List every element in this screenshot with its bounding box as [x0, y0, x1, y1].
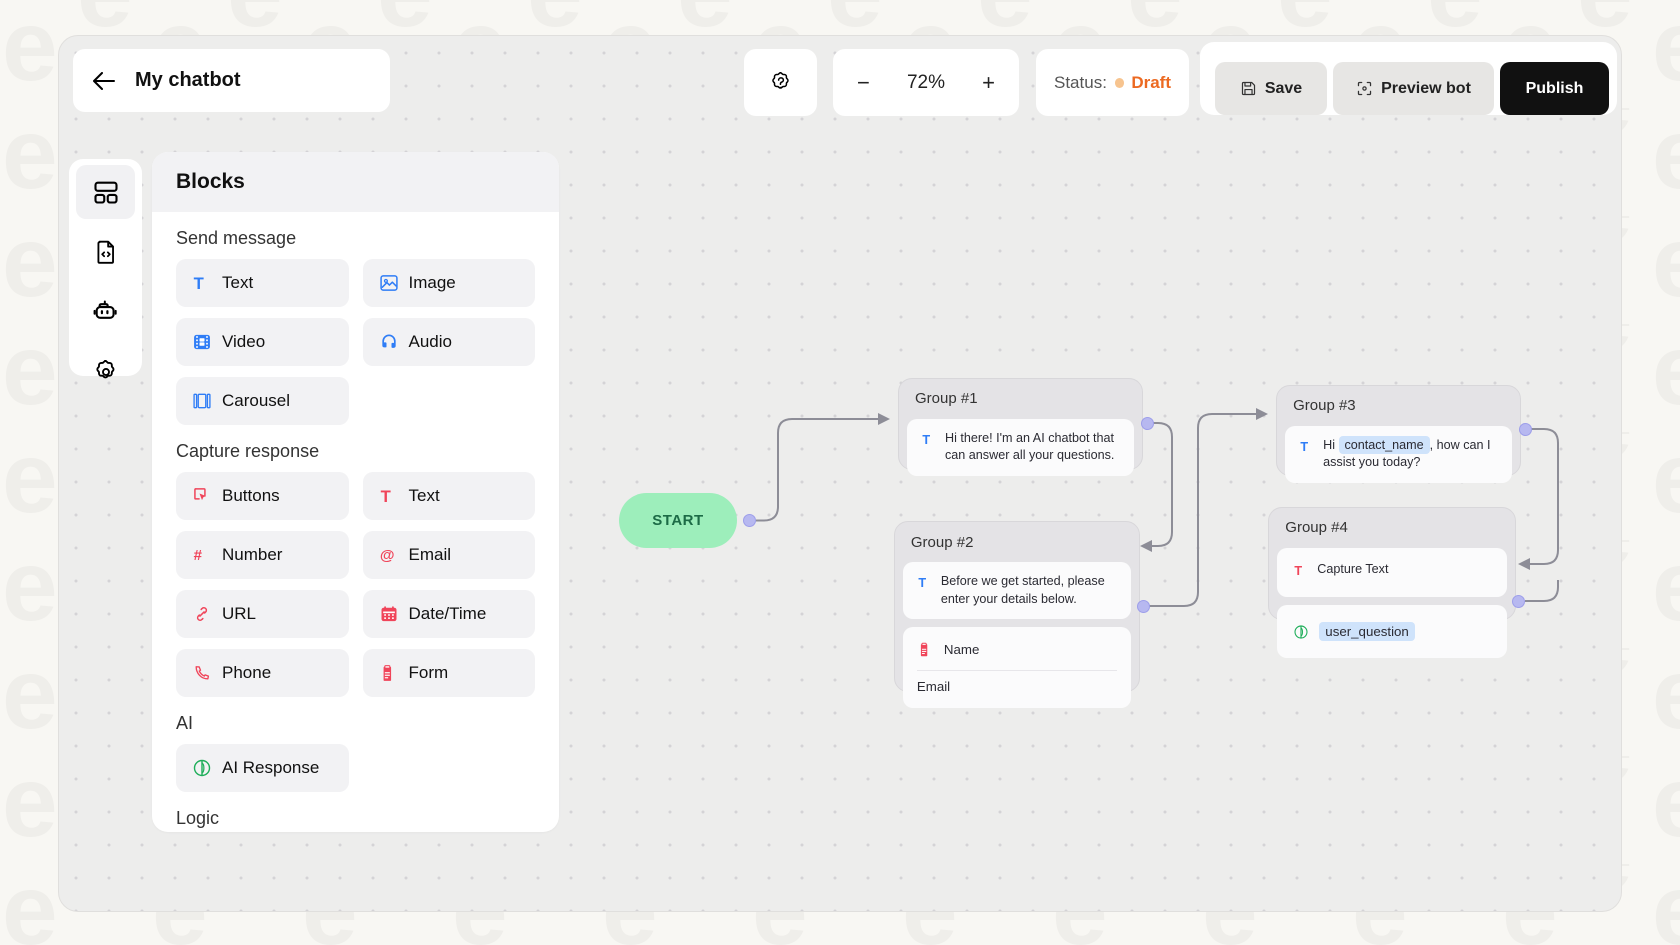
svg-text:#: #: [194, 547, 203, 564]
svg-text:T: T: [1295, 564, 1303, 578]
svg-text:T: T: [1300, 440, 1308, 454]
svg-text:T: T: [918, 576, 926, 590]
svg-text:T: T: [922, 433, 930, 447]
svg-text:T: T: [194, 274, 204, 293]
svg-text:@: @: [379, 547, 394, 564]
svg-text:T: T: [380, 487, 390, 506]
